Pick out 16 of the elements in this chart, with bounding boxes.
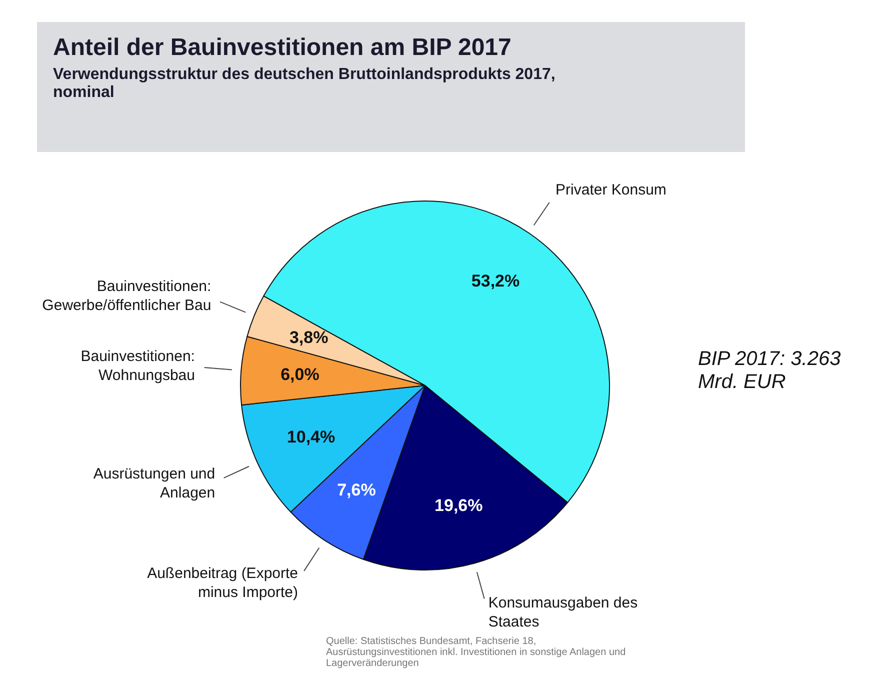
chart-title: Anteil der Bauinvestitionen am BIP 2017 bbox=[53, 34, 512, 62]
slice-label: Privater Konsum bbox=[556, 181, 666, 198]
data-label: 3,8% bbox=[289, 328, 328, 347]
data-label: 53,2% bbox=[471, 271, 520, 290]
slice-label: Außenbeitrag (Exporte minus Importe) bbox=[147, 564, 298, 601]
slice-label: Ausrüstungen und Anlagen bbox=[93, 466, 216, 502]
slice-label: Bauinvestitionen: Gewerbe/öffentlicher Bau bbox=[42, 278, 212, 314]
data-label: 7,6% bbox=[337, 480, 376, 500]
data-label: 19,6% bbox=[434, 496, 483, 516]
text: BIP 2017: 3.263 Mrd. EUR bbox=[698, 348, 842, 394]
source-note: Quelle: Statistisches Bundesamt, Fachserie 18, Ausrüstungsinvestitionen inkl. Investitionen in sonstige Anlagen und Lagerveränderungen bbox=[326, 636, 626, 669]
slice-label: Konsumausgaben des Staates bbox=[488, 594, 638, 631]
slice-label: Bauinvestitionen: Wohnungsbau bbox=[80, 348, 195, 384]
data-label: 10,4% bbox=[286, 428, 336, 447]
data-label: 6,0% bbox=[280, 364, 320, 384]
chart-subtitle: Verwendungsstruktur des deutschen Bruttoinlandsprodukts 2017, nominal bbox=[53, 66, 556, 102]
